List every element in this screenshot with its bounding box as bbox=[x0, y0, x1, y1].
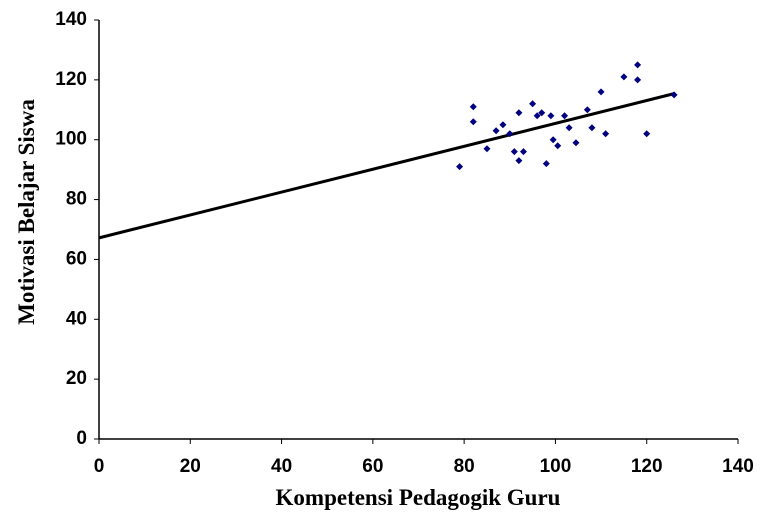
point bbox=[469, 118, 477, 126]
trendline bbox=[98, 92, 675, 240]
point bbox=[554, 142, 562, 150]
x-tick-label: 40 bbox=[271, 456, 292, 477]
point bbox=[602, 130, 610, 138]
point bbox=[519, 148, 527, 156]
point bbox=[572, 139, 580, 147]
y-tick-label: 60 bbox=[66, 248, 87, 269]
point bbox=[533, 112, 541, 120]
point bbox=[529, 100, 537, 108]
point bbox=[510, 148, 518, 156]
y-axis-title: Motivasi Belajar Siswa bbox=[14, 99, 39, 325]
y-tick-label: 140 bbox=[55, 9, 87, 30]
point bbox=[583, 106, 591, 114]
point bbox=[538, 109, 546, 117]
point bbox=[670, 91, 678, 99]
point bbox=[515, 157, 523, 165]
y-tick-label: 40 bbox=[66, 308, 87, 329]
point bbox=[492, 127, 500, 135]
x-tick-label: 20 bbox=[180, 456, 201, 477]
x-tick-label: 60 bbox=[362, 456, 383, 477]
y-tick-label: 80 bbox=[66, 189, 87, 210]
point bbox=[643, 130, 651, 138]
y-tick-label: 0 bbox=[76, 428, 87, 449]
point bbox=[561, 112, 569, 120]
point bbox=[515, 109, 523, 117]
x-axis-title: Kompetensi Pedagogik Guru bbox=[276, 485, 561, 510]
y-tick-label: 20 bbox=[66, 368, 87, 389]
x-tick-label: 80 bbox=[454, 456, 475, 477]
x-tick-label: 140 bbox=[722, 456, 754, 477]
x-tick-label: 120 bbox=[631, 456, 663, 477]
y-tick-label: 120 bbox=[55, 69, 87, 90]
point bbox=[634, 76, 642, 84]
y-tick-label: 100 bbox=[55, 129, 87, 150]
point bbox=[456, 163, 464, 171]
point bbox=[547, 112, 555, 120]
point bbox=[565, 124, 573, 132]
point bbox=[499, 121, 507, 129]
point bbox=[483, 145, 491, 153]
x-tick-label: 0 bbox=[94, 456, 105, 477]
x-tick-label: 100 bbox=[540, 456, 572, 477]
point bbox=[469, 103, 477, 111]
point bbox=[506, 130, 514, 138]
point bbox=[588, 124, 596, 132]
point bbox=[542, 160, 550, 168]
point bbox=[634, 61, 642, 69]
point bbox=[549, 136, 557, 144]
point bbox=[620, 73, 628, 81]
point bbox=[597, 88, 605, 96]
